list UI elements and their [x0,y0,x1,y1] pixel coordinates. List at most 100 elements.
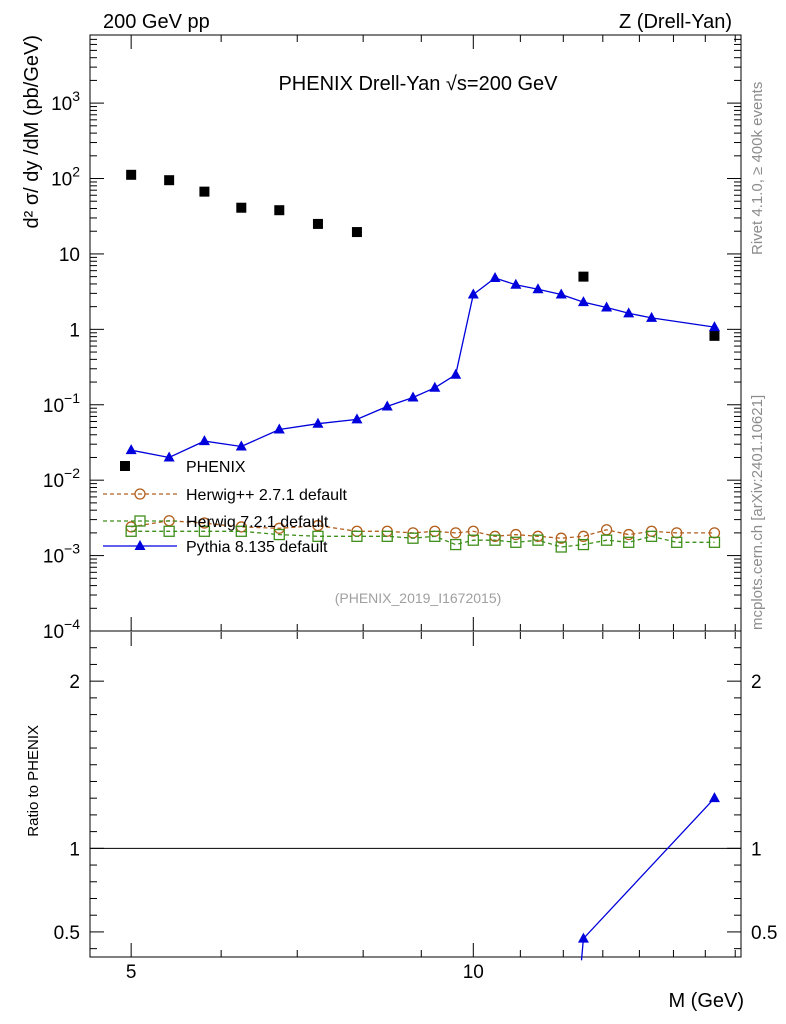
data-point [510,528,522,541]
x-tick-label: 5 [126,962,137,983]
y-tick-label: 10−4 [43,616,80,643]
y-tick-label-base: 10 [43,471,64,492]
data-point [273,423,285,434]
data-point [134,488,146,500]
data-point [623,307,635,318]
data-point [381,400,393,411]
data-point [467,288,479,299]
data-point [312,417,324,428]
data-point [407,532,419,544]
data-point [709,330,720,341]
legend-label: Pythia 8.135 default [186,539,328,556]
data-point [450,368,462,379]
y-tick-label: 1 [69,320,80,341]
ratio-frame [89,630,742,958]
data-point [351,413,363,424]
data-point [450,527,462,539]
data-point [163,525,175,537]
y-axis-label: d² σ/ dy /dM (pb/GeV) [21,35,43,229]
legend-item: Pythia 8.135 default [103,539,328,556]
data-point [312,218,323,229]
ratio-tick-label-right: 1 [751,839,762,860]
data-point [489,534,501,546]
header-left: 200 GeV pp [103,11,210,33]
data-point [450,538,462,551]
y-tick-label: 10−2 [43,465,80,492]
data-point [645,530,658,542]
data-point [510,278,522,289]
ratio-line [580,797,715,961]
main-panel: PHENIX Drell-Yan √s=200 GeV (PHENIX_2019… [21,34,742,643]
data-point [671,536,683,548]
series-herwig-7-2-1-default [125,525,721,553]
data-point [351,530,363,542]
series-line [131,520,715,539]
y-tick-label-exp: 3 [72,88,80,104]
y-tick-label: 103 [51,88,80,115]
data-point [555,532,567,544]
ratio-tick-label: 2 [69,672,80,693]
y-tick-label-base: 10 [51,170,72,191]
x-ticks: 5 10 [126,35,736,983]
data-point [125,444,137,455]
y-tick-label-exp: −2 [64,465,80,481]
ratio-panel: Ratio to PHENIX 2 2 1 1 0.5 0.5 [25,630,777,961]
ratio-tick-label: 0.5 [54,923,80,944]
series-line [131,530,715,548]
legend-label: Herwig 7.2.1 default [186,514,329,531]
y-tick-label-base: 1 [69,320,80,341]
y-tick-label: 10−1 [43,390,80,417]
y-tick-label-base: 10 [43,396,64,417]
data-point [199,186,210,197]
data-point [164,175,175,186]
data-point [351,227,362,238]
legend-item: Herwig++ 2.7.1 default [103,487,348,504]
data-point [163,451,175,462]
data-point [708,536,721,548]
y-tick-label-base: 10 [51,94,72,115]
y-tick-label-base: 10 [59,245,80,266]
main-series [125,169,721,553]
data-point [555,541,567,553]
series-pythia-8-135-default [125,271,720,462]
data-point [236,202,247,213]
data-point [577,932,589,943]
data-point [429,381,441,392]
data-point [312,530,324,542]
legend: PHENIX Herwig++ 2.7.1 default Herwig 7.2.1… [103,459,348,556]
data-point [577,530,590,542]
x-tick-label: 10 [463,962,484,983]
y-tick-label: 10−3 [43,541,80,568]
data-point [125,525,137,537]
data-point [274,205,285,216]
data-point [273,528,285,541]
data-point [577,296,589,307]
data-point [407,391,419,402]
series-phenix [126,169,720,341]
legend-label: Herwig++ 2.7.1 default [186,487,348,504]
data-point [467,534,479,546]
y-tick-label-exp: −4 [64,616,80,632]
data-point [708,321,720,332]
analysis-id: (PHENIX_2019_I1672015) [335,590,502,606]
y-tick-label-base: 10 [43,547,64,568]
data-point [273,522,285,534]
ratio-tick-label: 1 [69,839,80,860]
mcplots-label: mcplots.cern.ch [arXiv:2401.10621] [749,395,766,630]
data-point [532,534,544,546]
y-tick-label-exp: −1 [64,390,80,406]
rivet-label: Rivet 4.1.0, ≥ 400k events [749,82,766,255]
plot-title: PHENIX Drell-Yan √s=200 GeV [278,73,558,95]
data-point [126,169,137,180]
y-tick-label-exp: −3 [64,541,80,557]
y-tick-label: 10 [59,245,80,266]
data-point [532,283,544,294]
ratio-series-pythia [577,792,720,961]
data-point [429,530,441,542]
data-point [623,536,635,548]
series-line [131,277,715,459]
ratio-y-label: Ratio to PHENIX [25,725,42,837]
data-point [198,435,210,446]
